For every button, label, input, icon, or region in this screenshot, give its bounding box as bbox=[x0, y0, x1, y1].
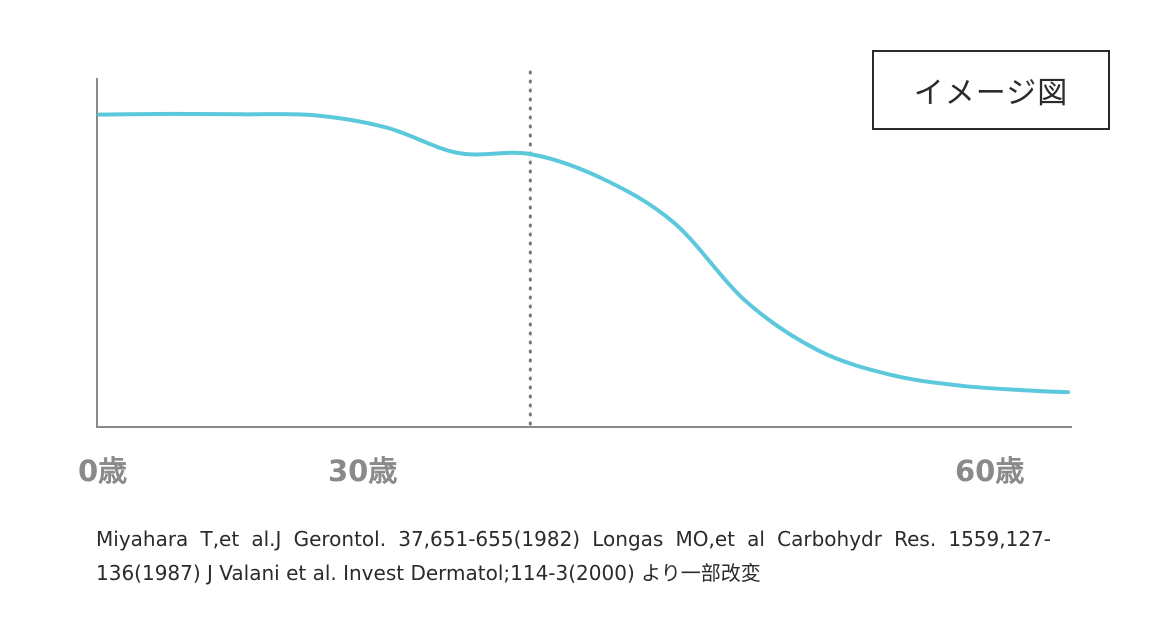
x-tick-label-0: 0歳 bbox=[78, 454, 128, 488]
series-line bbox=[97, 111, 1070, 395]
x-tick-label-30: 30歳 bbox=[328, 454, 398, 488]
legend-box: イメージ図 bbox=[872, 50, 1110, 130]
x-tick-label-60: 60歳 bbox=[955, 454, 1025, 488]
legend-label: イメージ図 bbox=[913, 76, 1069, 111]
source-citation: Miyahara T,et al.J Gerontol. 37,651-655(… bbox=[96, 527, 1051, 585]
